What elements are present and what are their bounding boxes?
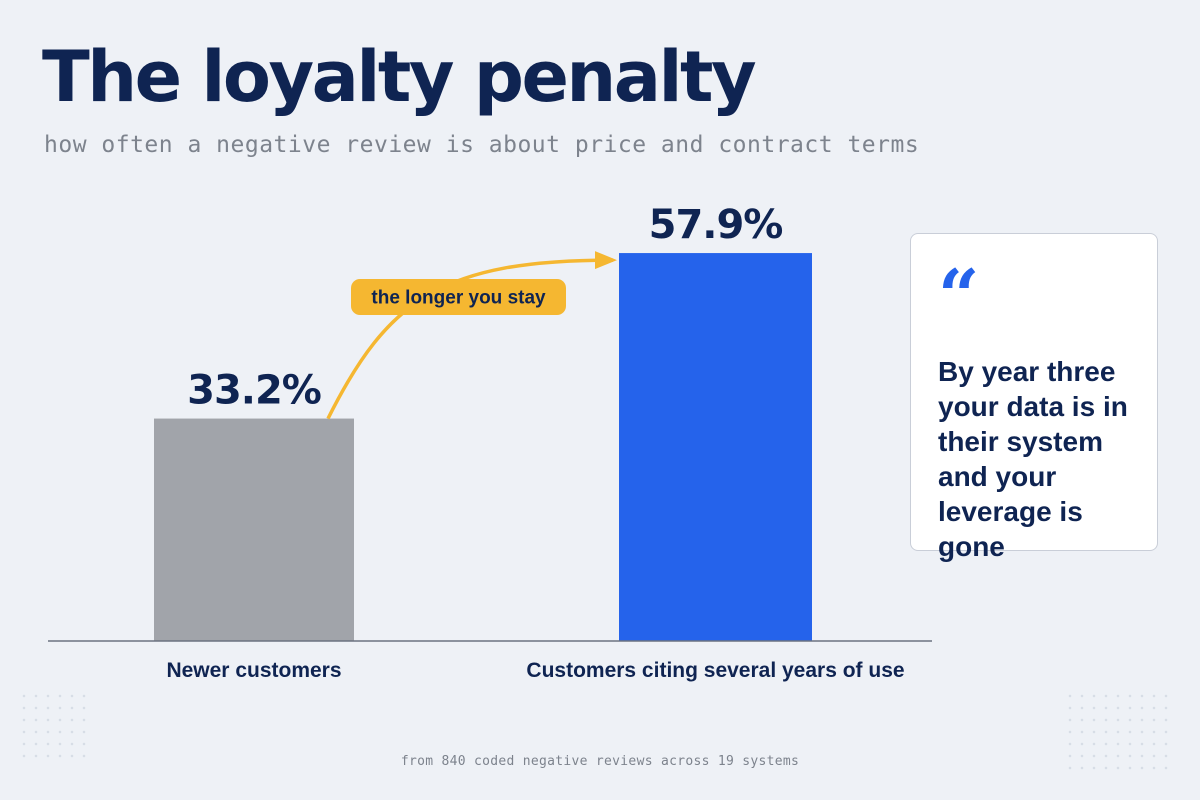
annotation-pill — [351, 279, 566, 315]
bar-value-label: 57.9% — [649, 202, 783, 248]
quote-mark-icon: “ — [938, 253, 980, 338]
bar-value-label: 33.2% — [187, 368, 321, 414]
page-title: The loyalty penalty — [42, 36, 757, 118]
bar — [154, 418, 354, 641]
annotation-label: the longer you stay — [371, 288, 546, 309]
quote-text: By year three your data is in their syst… — [938, 356, 1128, 562]
quote-card: “ By year three your data is in their sy… — [910, 233, 1158, 562]
category-label: Newer customers — [166, 659, 341, 682]
decorative-dot-grid-left — [18, 690, 90, 762]
source-footnote: from 840 coded negative reviews across 1… — [400, 754, 800, 769]
category-label: Customers citing several years of use — [526, 659, 904, 682]
bar — [619, 253, 812, 641]
page-subtitle: how often a negative review is about pri… — [44, 132, 920, 158]
decorative-dot-grid-right — [1064, 690, 1174, 778]
